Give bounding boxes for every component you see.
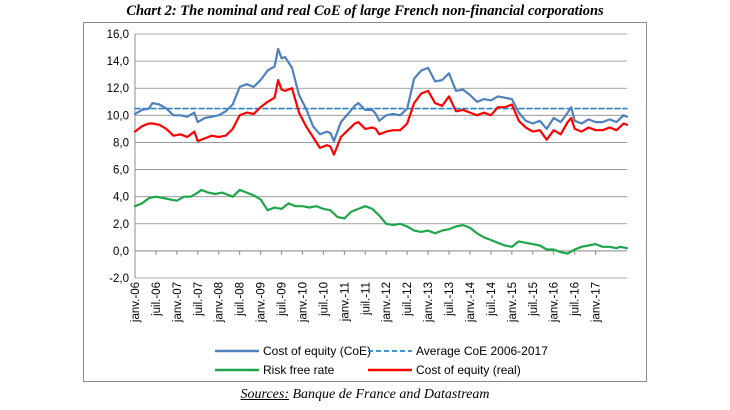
x-tick-label: janv.-07	[172, 282, 184, 323]
legend-label-0: Cost of equity (CoE)	[263, 344, 371, 358]
x-tick-label: juil.-12	[402, 282, 414, 317]
x-tick-label: janv.-17	[591, 282, 603, 323]
x-tick-label: juil.-11	[360, 282, 372, 316]
chart-title: Chart 2: The nominal and real CoE of lar…	[126, 3, 604, 19]
y-tick-label: 2,0	[113, 219, 129, 231]
x-tick-label: juil.-06	[151, 282, 163, 317]
x-tick-label: janv.-09	[256, 282, 268, 323]
y-tick-label: 16,0	[107, 29, 129, 41]
y-tick-label: 0,0	[113, 246, 129, 258]
x-tick-label: juil.-10	[318, 282, 330, 317]
x-tick-label: juil.-08	[235, 282, 247, 317]
x-tick-label: juil.-16	[570, 282, 582, 317]
x-tick-label: juil.-15	[528, 282, 540, 317]
legend-label-2: Risk free rate	[263, 363, 335, 377]
series-lines	[133, 47, 629, 255]
x-tick-label: janv.-10	[297, 282, 309, 323]
gridlines	[135, 33, 627, 279]
series-line-2	[133, 188, 629, 255]
axes	[134, 34, 627, 278]
x-tick-label: janv.-13	[423, 282, 435, 323]
x-tick-label: janv.-12	[381, 282, 393, 323]
x-tick-label: janv.-15	[507, 282, 519, 323]
x-tick-label: juil.-09	[277, 282, 289, 317]
series-line-0	[133, 47, 629, 143]
source-label: Sources:	[240, 387, 289, 402]
y-tick-label: 10,0	[107, 110, 129, 122]
source-text: Banque de France and Datastream	[288, 387, 490, 402]
x-tick-label: juil.-07	[193, 282, 205, 317]
legend: Cost of equity (CoE) Average CoE 2006-201…	[215, 344, 548, 377]
y-tick-label: 14,0	[107, 56, 129, 68]
x-tick-label: juil.-13	[444, 282, 456, 317]
y-tick-label: 12,0	[107, 83, 129, 95]
y-tick-labels: -2,0 0,0 2,0 4,0 6,0 8,0 10,0 12,0 14,0 16,0	[107, 29, 129, 285]
x-tick-label: janv.-16	[549, 282, 561, 323]
legend-label-3: Cost of equity (real)	[416, 363, 521, 377]
series-line-3	[133, 79, 629, 156]
x-tick-labels: janv.-06 juil.-06 janv.-07 juil.-07 janv.-08…	[130, 250, 603, 323]
x-tick-label: juil.-14	[486, 281, 498, 316]
x-tick-label: janv.-08	[214, 282, 226, 323]
x-tick-label: janv.-11	[339, 282, 351, 322]
y-tick-label: -2,0	[109, 273, 129, 285]
x-tick-label: janv.-14	[465, 281, 477, 323]
y-tick-label: 4,0	[113, 192, 129, 204]
chart-frame	[83, 22, 647, 382]
legend-label-1: Average CoE 2006-2017	[416, 344, 548, 358]
source-note: Sources: Banque de France and Datastream	[0, 387, 730, 403]
y-tick-label: 8,0	[113, 137, 129, 149]
x-tick-label: janv.-06	[130, 282, 142, 323]
y-tick-label: 6,0	[113, 165, 129, 177]
